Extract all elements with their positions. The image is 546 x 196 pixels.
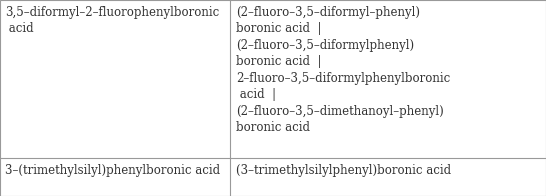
- Text: 3,5–diformyl–2–fluorophenylboronic
 acid: 3,5–diformyl–2–fluorophenylboronic acid: [5, 6, 219, 35]
- Text: (2–fluoro–3,5–diformyl–phenyl)
boronic acid  |
(2–fluoro–3,5–diformylphenyl)
bor: (2–fluoro–3,5–diformyl–phenyl) boronic a…: [236, 6, 450, 134]
- Text: (3–trimethylsilylphenyl)boronic acid: (3–trimethylsilylphenyl)boronic acid: [236, 164, 451, 177]
- Text: 3–(trimethylsilyl)phenylboronic acid: 3–(trimethylsilyl)phenylboronic acid: [5, 164, 221, 177]
